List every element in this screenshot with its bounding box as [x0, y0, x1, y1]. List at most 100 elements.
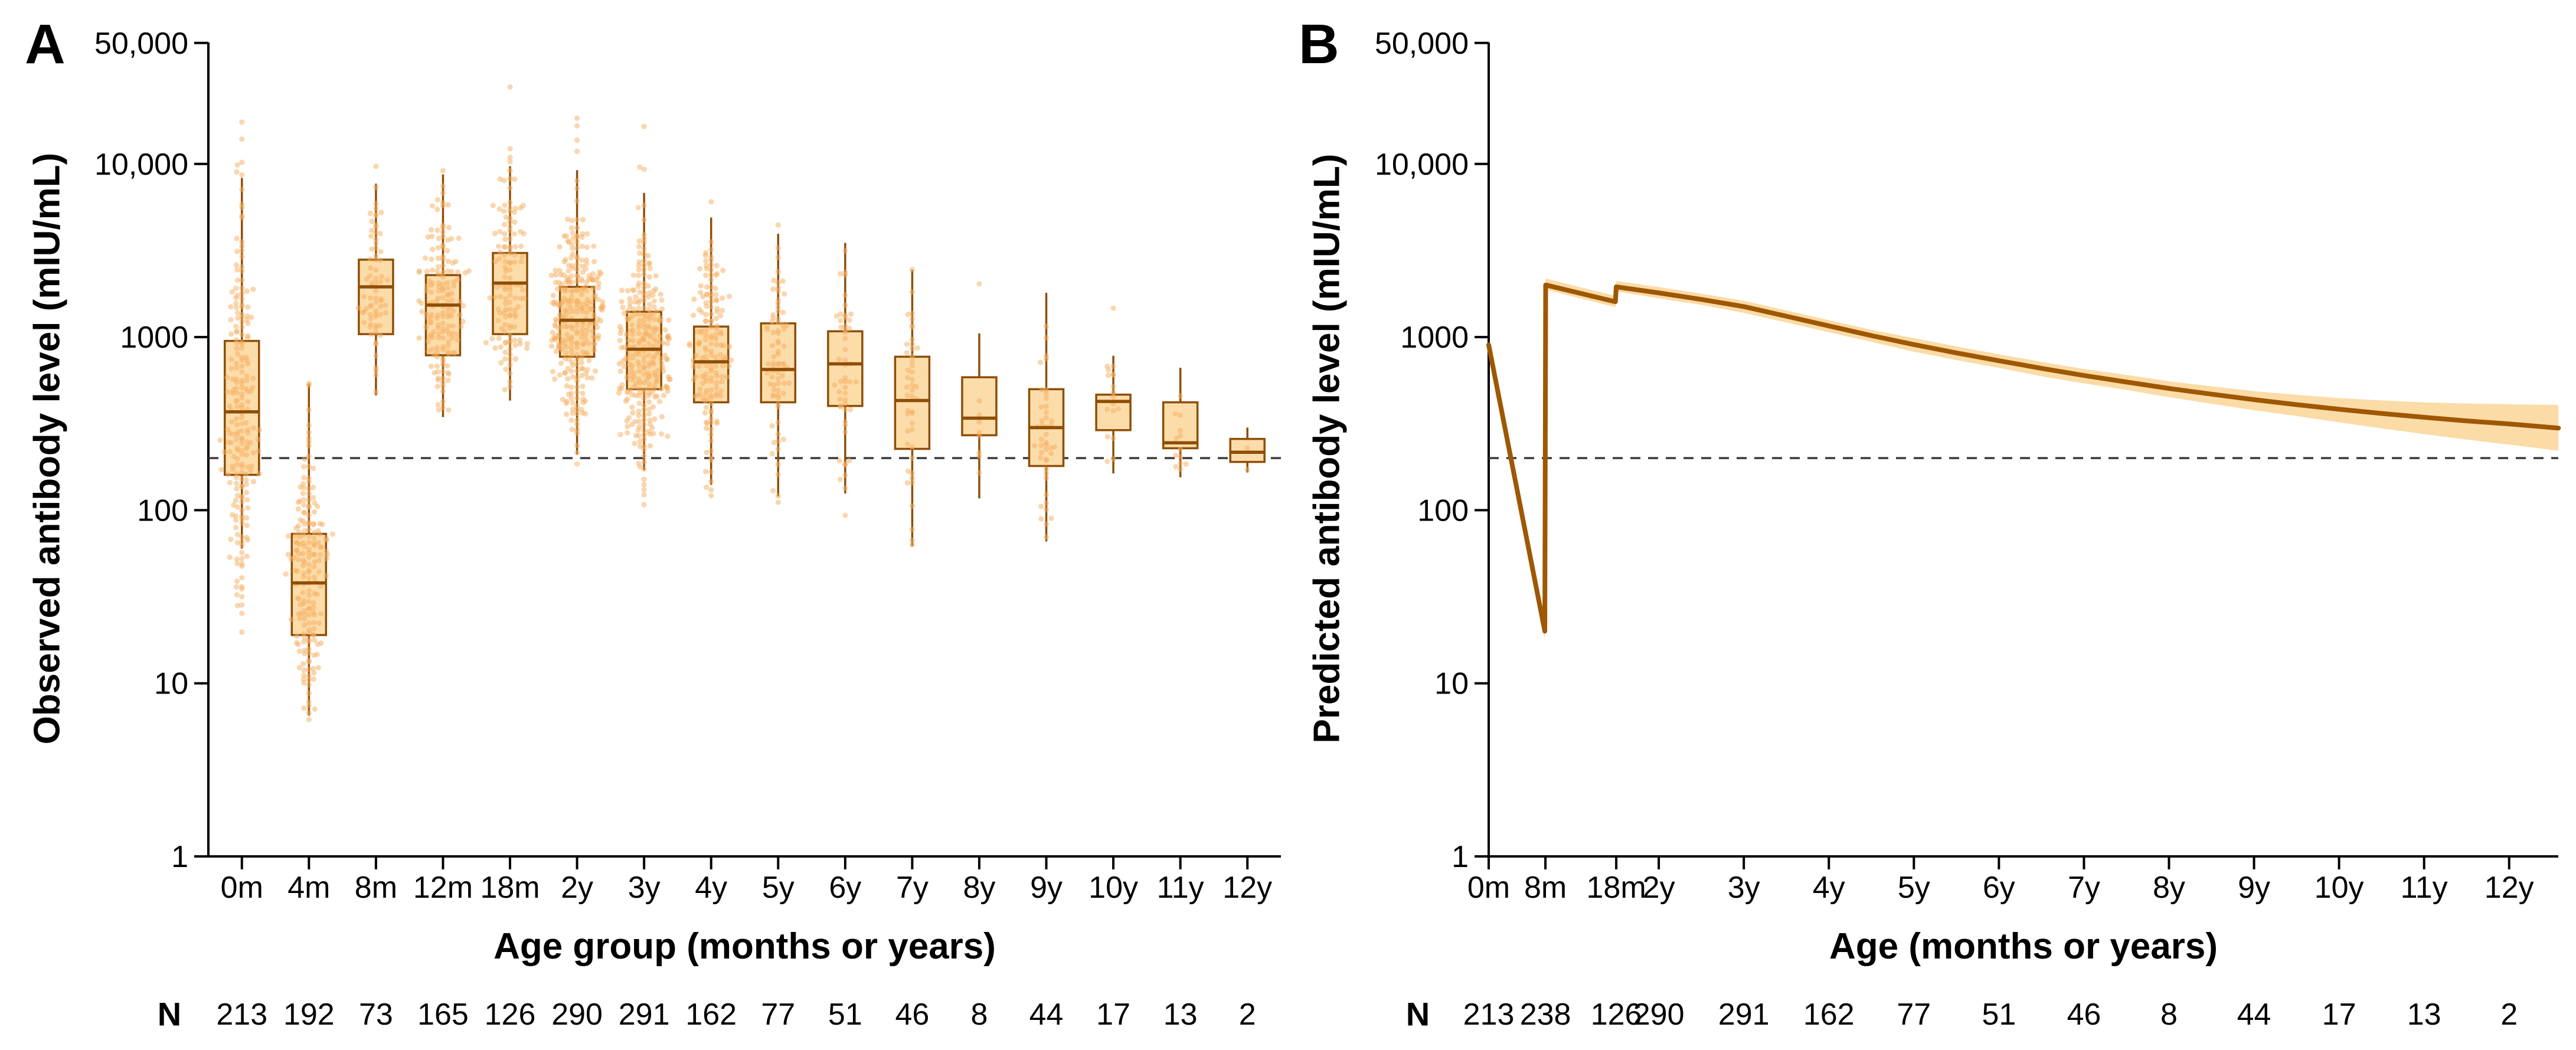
jitter-point [905, 367, 911, 373]
jitter-point [434, 227, 440, 233]
jitter-point [627, 304, 633, 310]
jitter-point [909, 455, 916, 461]
jitter-point [656, 398, 663, 404]
jitter-point [244, 515, 250, 521]
jitter-point [560, 337, 565, 344]
jitter-point [582, 411, 589, 417]
jitter-point [239, 395, 245, 401]
jitter-point [641, 482, 647, 488]
jitter-point [466, 268, 472, 274]
jitter-point [645, 392, 652, 398]
jitter-point [714, 309, 720, 315]
jitter-point [314, 591, 320, 597]
jitter-point [719, 295, 725, 301]
jitter-point [492, 294, 498, 300]
jitter-point [580, 217, 586, 223]
jitter-point [636, 413, 642, 418]
jitter-point [1105, 372, 1112, 378]
jitter-point [234, 169, 240, 175]
jitter-point [298, 602, 303, 608]
jitter-point [627, 352, 633, 358]
jitter-point [512, 259, 518, 265]
jitter-point [507, 250, 513, 256]
jitter-point [1038, 503, 1044, 509]
jitter-point [429, 312, 434, 318]
jitter-point [306, 699, 312, 705]
jitter-point [373, 205, 379, 211]
jitter-point [243, 489, 250, 496]
jitter-point [431, 369, 437, 376]
jitter-point [383, 302, 389, 308]
jitter-point [367, 273, 373, 279]
jitter-point [718, 331, 724, 337]
panel-b-letter: B [1299, 13, 1339, 76]
jitter-point [842, 248, 848, 254]
n-row-value: 291 [619, 997, 670, 1032]
jitter-point [430, 329, 436, 335]
jitter-point [377, 323, 383, 329]
jitter-point [555, 301, 562, 307]
jitter-point [229, 512, 235, 518]
jitter-point [708, 318, 714, 324]
jitter-point [520, 287, 526, 293]
jitter-point [578, 276, 584, 282]
jitter-point [632, 440, 638, 446]
jitter-point [775, 280, 781, 286]
jitter-point [574, 461, 580, 467]
n-row-value: 13 [2407, 997, 2441, 1032]
jitter-point [697, 266, 703, 272]
jitter-point [233, 305, 239, 310]
x-tick-label: 0m [221, 871, 263, 905]
jitter-point [512, 356, 519, 362]
jitter-point [512, 252, 518, 258]
jitter-point [703, 327, 710, 333]
jitter-point [633, 433, 639, 439]
jitter-point [636, 331, 642, 336]
jitter-point [553, 333, 559, 339]
jitter-point [655, 368, 661, 374]
jitter-point [708, 239, 714, 245]
jitter-point [641, 123, 647, 129]
n-row-value: 17 [1096, 997, 1130, 1032]
jitter-point [233, 437, 240, 443]
jitter-point [502, 236, 508, 242]
jitter-point [842, 512, 848, 518]
jitter-point [665, 385, 671, 391]
jitter-point [658, 386, 665, 392]
jitter-point [708, 438, 714, 444]
jitter-point [440, 190, 446, 196]
jitter-point [728, 357, 734, 363]
jitter-point [561, 259, 567, 264]
jitter-point [697, 339, 702, 345]
jitter-point [449, 330, 455, 336]
jitter-point [435, 256, 441, 261]
x-tick-label: 5y [762, 871, 795, 905]
jitter-point [579, 257, 585, 263]
jitter-point [235, 428, 241, 435]
jitter-point [590, 271, 596, 277]
jitter-point [426, 348, 431, 354]
jitter-point [617, 368, 623, 374]
jitter-point [373, 280, 379, 286]
jitter-point [314, 652, 320, 658]
jitter-point [630, 272, 636, 278]
jitter-point [599, 304, 604, 310]
jitter-point [1110, 384, 1116, 390]
jitter-point [708, 392, 714, 398]
n-row-value: 44 [2237, 997, 2271, 1032]
y-tick-label: 50,000 [94, 27, 188, 61]
jitter-point [848, 311, 854, 317]
jitter-point [239, 484, 245, 490]
jitter-point [318, 583, 324, 590]
jitter-point [909, 526, 916, 532]
jitter-point [239, 345, 245, 351]
jitter-point [521, 296, 527, 302]
jitter-point [234, 310, 241, 316]
jitter-point [295, 499, 301, 505]
jitter-point [288, 616, 295, 623]
jitter-point [586, 357, 592, 364]
jitter-point [976, 398, 982, 404]
jitter-point [574, 234, 580, 240]
jitter-point [444, 363, 450, 369]
jitter-point [775, 269, 781, 275]
